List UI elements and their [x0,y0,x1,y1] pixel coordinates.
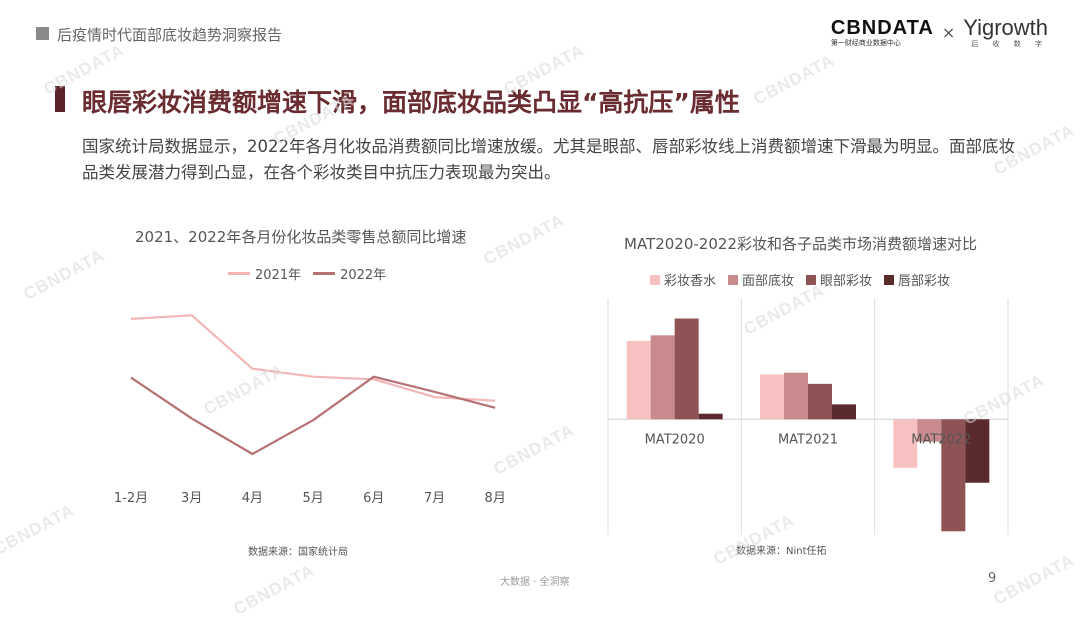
page-number: 9 [988,571,996,586]
x-tick-label: MAT2021 [778,432,838,447]
bar-mat2020-1 [651,335,675,419]
bar-mat2020-0 [627,341,651,419]
bar-mat2020-3 [699,414,723,420]
bar-mat2021-2 [808,384,832,419]
x-tick-label: MAT2022 [911,432,971,447]
footer-text: 大数据 · 全洞察 [500,573,570,588]
bar-mat2021-3 [832,404,856,419]
bar-mat2020-2 [675,319,699,420]
bar-mat2021-0 [760,375,784,420]
bar-mat2021-1 [784,373,808,420]
x-tick-label: MAT2020 [645,432,705,447]
